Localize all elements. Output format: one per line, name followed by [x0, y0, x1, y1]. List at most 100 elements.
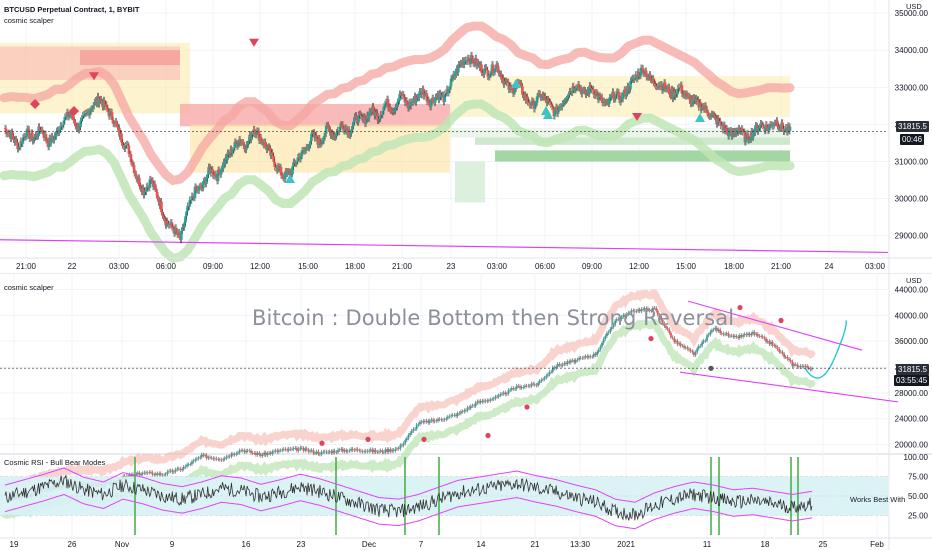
- candle-body: [470, 55, 474, 60]
- candle-body: [151, 472, 154, 475]
- candle-body: [289, 448, 292, 450]
- candle-body: [651, 307, 654, 311]
- candle-body: [37, 126, 40, 137]
- candle-body: [245, 450, 248, 453]
- candle-body: [91, 105, 95, 109]
- candle-body: [357, 114, 360, 123]
- candle-body: [756, 333, 759, 337]
- candle-body: [292, 448, 295, 450]
- candle-body: [766, 341, 769, 342]
- candle-body: [584, 356, 587, 358]
- candle-body: [246, 144, 249, 146]
- candle-body: [63, 116, 67, 121]
- signal-dot: [648, 335, 654, 342]
- candle-body: [705, 109, 709, 114]
- candle-body: [269, 148, 272, 156]
- candle-body: [377, 119, 380, 121]
- candle-body: [253, 129, 257, 135]
- candle-body: [257, 131, 261, 141]
- candle-body: [143, 472, 146, 474]
- candle-body: [566, 97, 569, 100]
- candle-body: [124, 145, 128, 149]
- candle-body: [355, 115, 358, 121]
- indicator-name[interactable]: cosmic scalper: [4, 16, 54, 25]
- candle-body: [201, 188, 204, 189]
- candle-body: [486, 400, 489, 402]
- candle-body: [661, 88, 665, 91]
- candle-body: [494, 396, 497, 399]
- candle-body: [491, 399, 494, 400]
- candle-body: [748, 333, 751, 336]
- candle-body: [663, 323, 666, 327]
- support-zone-dark: [495, 150, 790, 162]
- candle-body: [427, 420, 430, 423]
- candle-body: [431, 97, 435, 101]
- candle-body: [367, 111, 371, 119]
- candle-body: [4, 128, 8, 134]
- candle-body: [528, 385, 531, 387]
- candle-body: [12, 136, 15, 140]
- candle-body: [776, 120, 779, 127]
- candle-body: [129, 154, 133, 163]
- candle-body: [116, 124, 119, 128]
- candle-body: [402, 94, 406, 98]
- candle-body: [259, 137, 263, 142]
- candle-body: [494, 64, 498, 69]
- candle-body: [481, 400, 484, 402]
- y-tick-label: 31000.00: [895, 158, 929, 167]
- candle-body: [451, 415, 454, 416]
- candle-body: [161, 212, 164, 216]
- candle-body: [569, 360, 572, 363]
- candle-body: [376, 452, 379, 453]
- indicator-name-bottom[interactable]: cosmic scalper: [4, 283, 54, 292]
- candle-body: [292, 161, 295, 167]
- candle-body: [218, 459, 221, 460]
- candle-body: [649, 74, 652, 80]
- bottom-price-chart[interactable]: 20000.0024000.0028000.0032000.0036000.00…: [0, 273, 932, 550]
- candle-body: [754, 125, 757, 133]
- candle-body: [379, 114, 383, 119]
- candle-body: [374, 112, 377, 117]
- diamond-marker: [69, 106, 79, 116]
- candle-body: [417, 424, 420, 425]
- candle-body: [296, 157, 300, 162]
- rsi-title[interactable]: Cosmic RSI - Bull Bear Modes: [4, 458, 106, 467]
- candle-body: [27, 129, 31, 139]
- candle-body: [725, 128, 729, 131]
- candle-body: [474, 58, 478, 66]
- candle-body: [745, 334, 748, 336]
- candle-body: [717, 329, 720, 331]
- candle-body: [683, 345, 685, 348]
- candle-body: [609, 328, 612, 333]
- candle-body: [321, 140, 325, 142]
- candle-body: [753, 332, 756, 335]
- candle-body: [146, 472, 149, 474]
- candle-body: [255, 130, 259, 135]
- candle-body: [596, 351, 599, 356]
- candle-body: [496, 396, 498, 398]
- candle-body: [207, 166, 210, 175]
- candle-body: [438, 419, 441, 420]
- x-tick-label: 24: [825, 262, 834, 271]
- candle-body: [560, 365, 562, 366]
- top-price-chart[interactable]: 29000.0030000.0031000.0032000.0033000.00…: [0, 0, 932, 273]
- candle-body: [640, 309, 643, 312]
- candle-body: [151, 180, 155, 187]
- candle-body: [666, 328, 669, 330]
- candle-body: [621, 93, 625, 100]
- candle-body: [612, 324, 615, 328]
- candle-body: [752, 332, 754, 334]
- candle-body: [655, 307, 658, 311]
- candle-body: [369, 111, 373, 113]
- candle-body: [222, 162, 225, 169]
- candle-body: [402, 443, 405, 446]
- candle-body: [557, 107, 561, 109]
- candle-body: [356, 449, 359, 451]
- candle-body: [418, 91, 421, 98]
- candle-body: [600, 96, 604, 104]
- candle-body: [240, 450, 243, 451]
- candle-body: [521, 86, 524, 95]
- x-tick-label: Dec: [362, 540, 376, 549]
- candle-body: [653, 307, 656, 309]
- candle-body: [117, 127, 120, 128]
